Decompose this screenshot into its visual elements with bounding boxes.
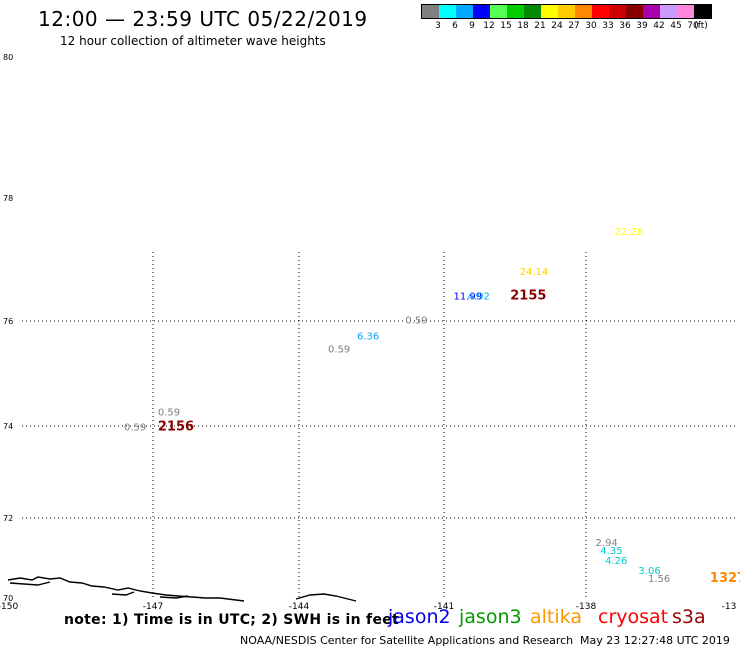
wave-height-label: 2155 — [510, 288, 546, 303]
legend-swatch — [677, 5, 694, 18]
wave-height-label: 2.94 — [596, 538, 618, 549]
legend-label: 33 — [602, 21, 614, 31]
legend-swatch — [609, 5, 626, 18]
wave-height-label: 4.26 — [605, 556, 627, 567]
coastline-segment — [9, 581, 51, 586]
lon-tick-label: -141 — [434, 602, 454, 612]
lon-tick-label: -150 — [0, 602, 18, 612]
legend-swatch — [575, 5, 592, 18]
lat-tick-label: 72 — [3, 514, 13, 523]
legend-label: 24 — [551, 21, 563, 31]
footer-note: note: 1) Time is in UTC; 2) SWH is in fe… — [64, 612, 400, 628]
legend-swatch — [490, 5, 507, 18]
sat-s3a: s3a — [672, 606, 706, 628]
lat-tick-label: 74 — [3, 422, 13, 431]
wave-height-label: 0.59 — [405, 316, 427, 327]
legend-label: 15 — [500, 21, 512, 31]
lon-tick-label: -13 — [722, 602, 737, 612]
wave-height-label: 6.36 — [357, 331, 379, 342]
wave-height-label: 1.56 — [648, 574, 670, 585]
legend-swatches — [421, 4, 712, 19]
legend-swatch — [524, 5, 541, 18]
coastline-segment — [111, 591, 135, 596]
map-subtitle: 12 hour collection of altimeter wave hei… — [60, 34, 326, 48]
legend-label: 70 — [687, 21, 699, 31]
wave-height-labels: 22.28 24.14 11.994.92 2155 0.59 6.36 0.59 0.59 0… — [124, 227, 740, 586]
legend-label: (ft) — [694, 21, 708, 31]
legend-label: 45 — [670, 21, 682, 31]
legend-label: 30 — [585, 21, 597, 31]
lon-tick-label: -144 — [289, 602, 310, 612]
wave-height-label: 0.59 — [328, 345, 350, 356]
legend-swatch — [439, 5, 456, 18]
legend-label: 12 — [483, 21, 495, 31]
wave-height-label: 24.14 — [520, 267, 549, 278]
sat-cryosat: cryosat — [598, 606, 669, 628]
legend-swatch — [643, 5, 660, 18]
legend-swatch — [558, 5, 575, 18]
legend-label: 6 — [452, 21, 458, 31]
legend-label: 3 — [435, 21, 441, 31]
wave-height-label: 4.35 — [600, 546, 622, 557]
legend-swatch — [660, 5, 677, 18]
lon-tick-label: -147 — [143, 602, 163, 612]
legend-label: 21 — [534, 21, 546, 31]
legend-swatch — [422, 5, 439, 18]
legend-label: 39 — [636, 21, 648, 31]
legend-swatch — [507, 5, 524, 18]
coastline-segment — [159, 595, 189, 599]
legend-swatch — [592, 5, 609, 18]
color-legend: 3 6 9 12 15 18 21 24 27 30 33 36 39 42 45 70 (ft) — [421, 4, 712, 31]
lat-tick-label: 78 — [3, 194, 13, 203]
lon-tick-label: -138 — [576, 602, 597, 612]
legend-label: 36 — [619, 21, 631, 31]
wave-height-label: 11.99 — [453, 291, 482, 302]
legend-swatch — [541, 5, 558, 18]
wave-height-label: 0.59 — [124, 423, 146, 434]
legend-swatch — [694, 5, 711, 18]
legend-label: 9 — [469, 21, 475, 31]
lat-tick-label: 70 — [3, 594, 13, 603]
legend-swatch — [456, 5, 473, 18]
axis-tick-labels: -150 -147 -144 -141 -138 -13 80 78 76 74 72 70 — [0, 53, 736, 612]
lat-tick-label: 80 — [3, 53, 13, 62]
coastline-segment — [295, 593, 357, 602]
legend-swatch — [473, 5, 490, 18]
coastline — [7, 576, 357, 602]
legend-label: 18 — [517, 21, 529, 31]
timestamp: May 23 12:27:48 UTC 2019 — [580, 634, 730, 647]
wave-height-label: 22.28 — [615, 227, 644, 238]
lat-tick-label: 76 — [3, 317, 13, 326]
credit-line: NOAA/NESDIS Center for Satellite Applica… — [240, 634, 574, 647]
legend-label: 27 — [568, 21, 580, 31]
wave-height-label: 3.06 — [638, 566, 660, 577]
sat-altika: altika — [530, 606, 582, 628]
map-title: 12:00 — 23:59 UTC 05/22/2019 — [38, 7, 368, 31]
wave-height-label: 0.59 — [158, 408, 180, 419]
wave-height-label: 1327 — [710, 571, 740, 586]
sat-jason2: jason2 — [388, 606, 451, 628]
graticule — [22, 252, 736, 598]
coastline-segment — [7, 576, 245, 602]
wave-height-label: 2156 — [158, 420, 194, 435]
wave-height-label: 4.92 — [468, 291, 490, 302]
sat-jason3: jason3 — [459, 606, 522, 628]
legend-label: 42 — [653, 21, 665, 31]
legend-swatch — [626, 5, 643, 18]
legend-labels: 3 6 9 12 15 18 21 24 27 30 33 36 39 42 45 70 (ft) — [421, 21, 740, 33]
